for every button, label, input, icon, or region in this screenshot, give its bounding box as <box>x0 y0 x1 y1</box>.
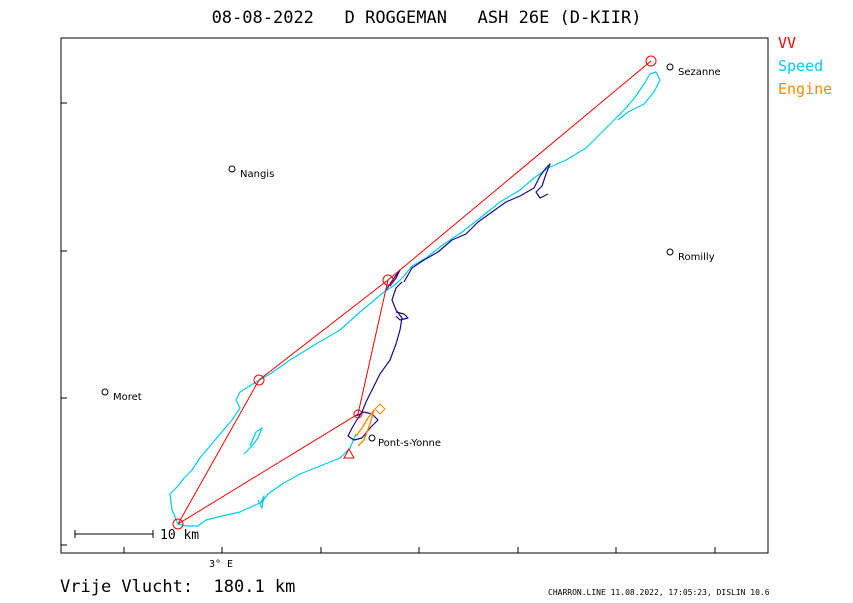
turnpoint-marker-icon <box>382 274 394 286</box>
engine-diamond-icon <box>374 403 386 415</box>
track-segment-south <box>169 275 405 527</box>
turnpoints <box>172 55 657 530</box>
track-segment-south-loop <box>257 495 265 509</box>
turnpoint-marker-icon <box>253 374 265 386</box>
legend-speed: Speed <box>778 57 824 75</box>
town-romilly: Romilly <box>666 248 715 263</box>
turnpoint-marker-icon <box>645 55 657 67</box>
credit-line: CHARRON.LINE 11.08.2022, 17:05:23, DISLI… <box>548 588 770 597</box>
task-route <box>177 60 652 525</box>
track-segment-wiggle <box>243 427 263 455</box>
legend-vv: VV <box>778 34 797 52</box>
turnpoint-marker-icon <box>172 518 184 530</box>
flight-track <box>169 71 661 527</box>
track-segment-slow-middle <box>347 281 403 441</box>
town-label: Pont-s-Yonne <box>378 438 441 449</box>
turnpoint-marker-icon <box>353 409 363 419</box>
free-flight-distance: Vrije Vlucht: 180.1 km <box>60 577 296 597</box>
town-sezanne: Sezanne <box>666 63 721 78</box>
town-marker-icon <box>666 63 674 71</box>
town-nangis: Nangis <box>228 165 274 180</box>
engine-run <box>355 409 375 447</box>
town-marker-icon <box>368 434 376 442</box>
flight-title: 08-08-2022 D ROGGEMAN ASH 26E (D-KIIR) <box>211 8 642 28</box>
map-frame <box>60 37 769 554</box>
town-label: Romilly <box>678 252 715 263</box>
town-label: Sezanne <box>678 67 721 78</box>
town-marker-icon <box>228 165 236 173</box>
scale-label: 10 km <box>160 528 199 543</box>
track-segment-north <box>403 71 661 277</box>
legend-engine: Engine <box>778 80 833 98</box>
start-triangle-icon <box>343 447 355 459</box>
meridian-label: 3° E <box>209 559 233 570</box>
track-segment-slow-small <box>395 311 409 321</box>
town-label: Moret <box>113 392 142 403</box>
town-marker-icon <box>101 388 109 396</box>
task-lines <box>177 60 652 525</box>
axis-ticks <box>61 102 716 553</box>
scale-bar <box>74 530 154 538</box>
town-moret: Moret <box>101 388 142 403</box>
town-pont-s-yonne: Pont-s-Yonne <box>368 434 441 449</box>
track-segment-slow-north <box>403 163 551 283</box>
town-label: Nangis <box>240 169 274 180</box>
town-marker-icon <box>666 248 674 256</box>
